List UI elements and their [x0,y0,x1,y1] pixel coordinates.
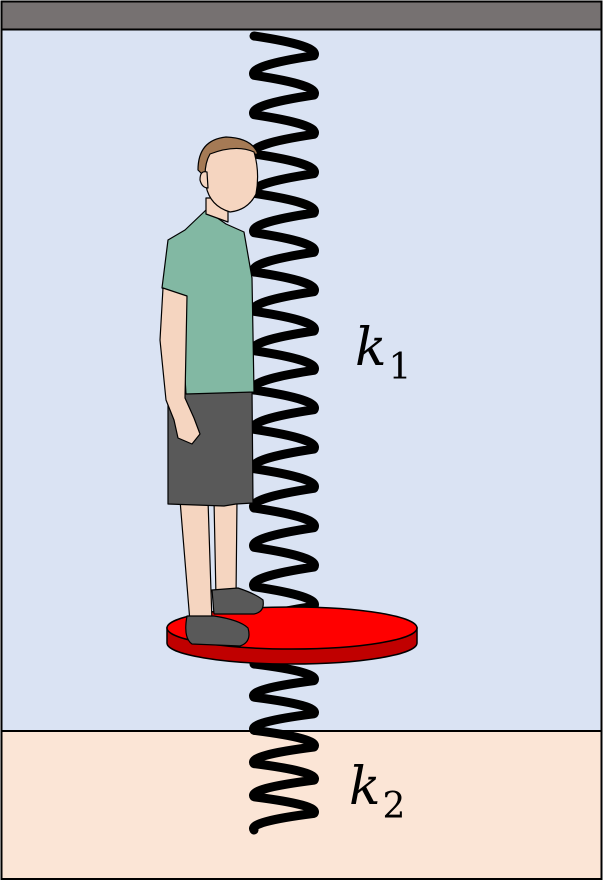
person-arm [159,287,201,445]
upper-spring-subscript: 1 [389,347,412,388]
lower-spring-label: k2 [349,757,405,827]
lower-spring [249,659,319,835]
person-front-shoe [185,615,250,647]
person-back-shoe [211,587,264,615]
ceiling-bar [0,0,603,31]
person-ear [199,171,209,189]
person-back-leg [213,499,238,599]
person [159,136,264,647]
upper-spring [249,31,319,631]
lower-spring-subscript: 2 [383,786,406,827]
lower-spring-symbol: k [349,757,381,817]
upper-spring-label: k1 [355,318,411,388]
person-hair [197,136,259,181]
upper-spring-symbol: k [355,318,387,378]
